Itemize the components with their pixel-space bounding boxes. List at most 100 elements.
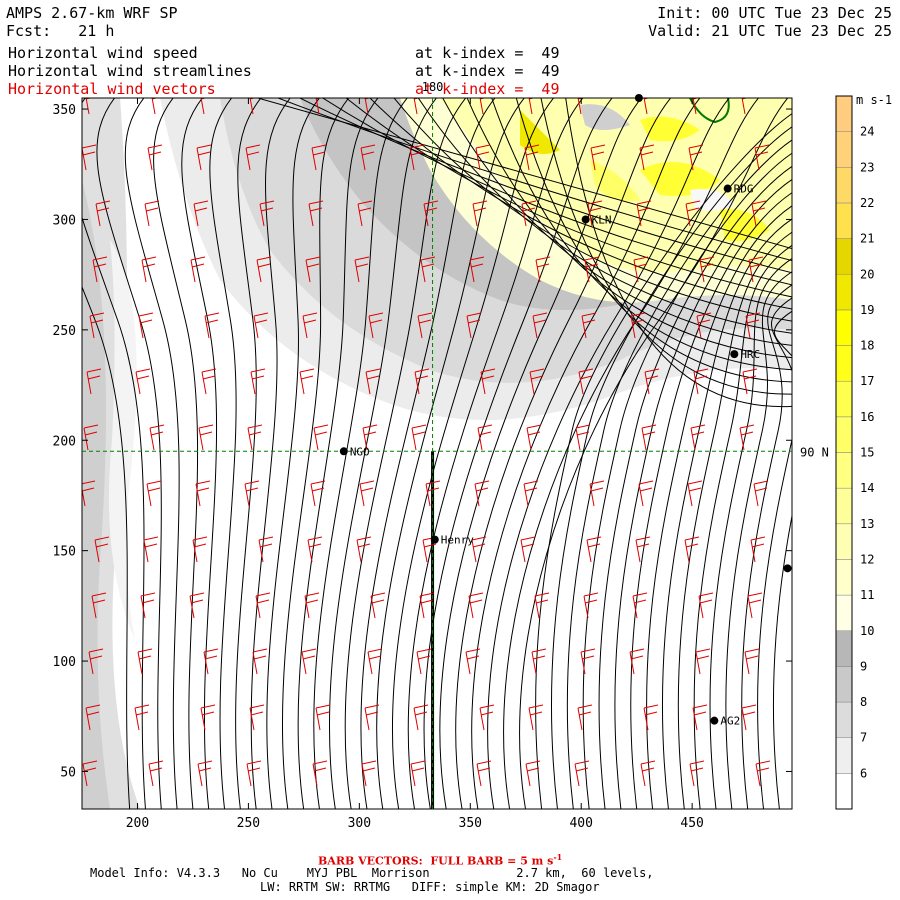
y-tick-label: 150 [53, 545, 76, 560]
station-label: HRC [740, 348, 760, 361]
wind-barb [687, 480, 703, 507]
init-time: Init: 00 UTC Tue 23 Dec 25 [657, 4, 892, 22]
station-marker [430, 535, 439, 544]
streamline [153, 98, 199, 809]
streamline [535, 113, 792, 809]
wind-barb [361, 760, 377, 787]
wind-barb [201, 368, 217, 395]
streamline [298, 98, 792, 274]
wind-barb [526, 424, 542, 451]
streamline [598, 165, 792, 809]
streamline [503, 98, 760, 809]
station-label: AG2 [720, 715, 740, 728]
wind-barb [587, 200, 603, 227]
wind-barb [148, 760, 164, 787]
wind-barb [299, 368, 315, 395]
wind-barb [203, 648, 219, 675]
colorbar-swatch [835, 95, 853, 132]
y-tick-label: 50 [60, 765, 76, 780]
field-level-vectors: at k-index = 49 [415, 80, 560, 98]
colorbar-swatch [835, 594, 853, 631]
colorbar-label: 13 [860, 517, 874, 531]
streamline [646, 205, 792, 809]
streamline [393, 98, 792, 322]
streamline [693, 244, 792, 809]
streamline [725, 271, 792, 809]
wind-barb [590, 144, 606, 171]
colorbar-swatch [835, 666, 853, 703]
y-axis: 50 100 150 200 250 300 350 [53, 103, 792, 780]
streamline [281, 98, 350, 809]
wind-barb [465, 648, 481, 675]
wind-barb [190, 256, 206, 283]
wind-barb [479, 704, 495, 731]
parallel-label: 90 N [800, 445, 829, 459]
streamline [297, 98, 379, 809]
streamline [423, 98, 613, 809]
streamline [709, 258, 792, 809]
wind-barb [95, 200, 111, 227]
wind-barb [581, 312, 597, 339]
wind-barb [589, 480, 605, 507]
wind-barb [684, 536, 700, 563]
wind-barb [469, 256, 485, 283]
physics-info: LW: RRTM SW: RRTMG DIFF: simple KM: 2D S… [260, 880, 600, 894]
wind-barb [633, 256, 649, 283]
wind-barb [423, 200, 439, 227]
wind-barb [583, 592, 599, 619]
wind-barb [196, 144, 212, 171]
streamline [235, 98, 262, 809]
wind-barb [425, 480, 441, 507]
wind-barb [135, 368, 151, 395]
stations: NGO Henry KLN RDG HRC AG2 [339, 94, 792, 728]
wind-barb [521, 200, 537, 227]
x-tick-label: 250 [237, 816, 260, 831]
wind-barb [535, 256, 551, 283]
wind-barb [189, 592, 205, 619]
streamline [321, 98, 792, 286]
streamline [741, 284, 792, 809]
wind-barb [360, 144, 376, 171]
colorbar-label: 16 [860, 410, 874, 424]
wind-barb [468, 592, 484, 619]
station-label: Henry [441, 534, 474, 547]
barb-note: BARB VECTORS: FULL BARB = 5 m s-1 [318, 850, 562, 869]
wind-barb [698, 592, 714, 619]
wind-barb [259, 200, 275, 227]
field-level-wind-speed: at k-index = 49 [415, 44, 560, 62]
field-name-vectors: Horizontal wind vectors [8, 80, 216, 98]
streamline [491, 98, 792, 371]
wind-barb [584, 256, 600, 283]
wind-barb [586, 536, 602, 563]
streamline [276, 98, 792, 262]
wind-barb [466, 312, 482, 339]
streamline [565, 98, 792, 408]
x-tick-label: 450 [680, 816, 703, 831]
colorbar-swatch [835, 131, 853, 168]
wind-barb [89, 312, 105, 339]
wind-barb [696, 312, 712, 339]
wind-barb [640, 760, 656, 787]
wind-barb [250, 368, 266, 395]
wind-barb [86, 368, 102, 395]
wind-barb [247, 424, 263, 451]
wind-barb [252, 648, 268, 675]
wind-barb [362, 424, 378, 451]
wind-barb [368, 312, 384, 339]
x-tick-label: 400 [569, 816, 592, 831]
wind-barb [304, 592, 320, 619]
coastline [689, 98, 730, 124]
wind-barb [420, 256, 436, 283]
model-title: AMPS 2.67-km WRF SP [6, 4, 178, 22]
wind-barb [414, 368, 430, 395]
wind-barb [305, 256, 321, 283]
wind-barb [751, 200, 767, 227]
wind-barb [689, 760, 705, 787]
colorbar-label: 15 [860, 446, 874, 460]
wind-barb [146, 480, 162, 507]
station-marker [783, 564, 792, 573]
wind-barb [632, 592, 648, 619]
colorbar-label: 22 [860, 196, 874, 210]
colorbar-label: 12 [860, 552, 874, 566]
colorbar-swatch [835, 737, 853, 774]
